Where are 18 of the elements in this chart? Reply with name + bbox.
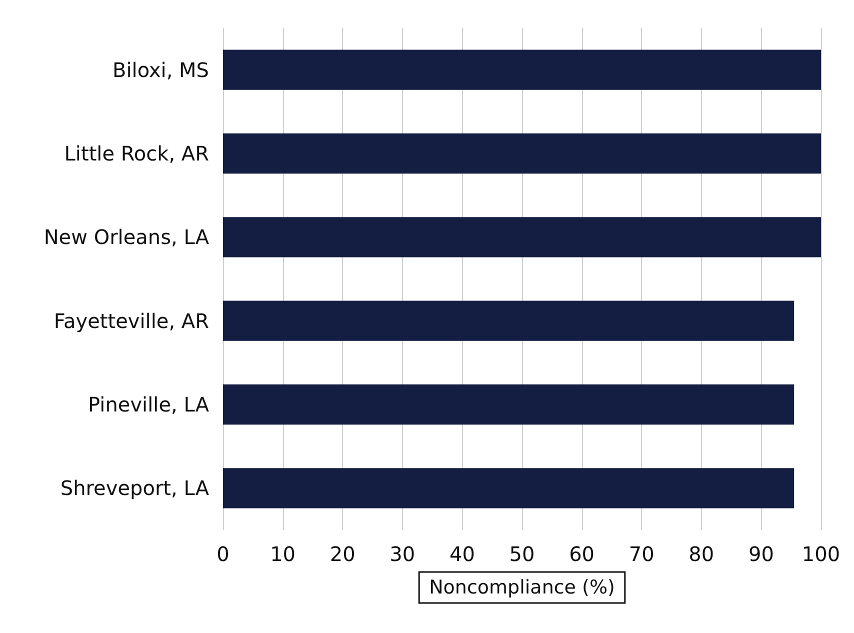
x-axis-title: Noncompliance (%): [429, 576, 615, 598]
x-tick-label: 90: [748, 542, 774, 566]
x-tick-label: 40: [449, 542, 475, 566]
x-tick-label: 10: [270, 542, 296, 566]
y-tick-label: Pineville, LA: [88, 392, 210, 416]
y-tick-label: Biloxi, MS: [112, 58, 209, 82]
y-tick-label: Shreveport, LA: [60, 476, 210, 500]
x-tick-label: 70: [628, 542, 654, 566]
y-tick-label: Little Rock, AR: [64, 142, 210, 166]
x-tick-label: 50: [509, 542, 535, 566]
x-tick-label: 100: [802, 542, 840, 566]
y-tick-label: New Orleans, LA: [44, 225, 210, 250]
x-tick-label: 80: [688, 542, 714, 566]
x-tick-label: 20: [330, 542, 356, 566]
x-tick-label: 60: [569, 542, 595, 566]
y-tick-label: Fayetteville, AR: [54, 308, 210, 333]
x-tick-label: 30: [390, 542, 416, 566]
x-tick-label: 0: [216, 542, 230, 566]
